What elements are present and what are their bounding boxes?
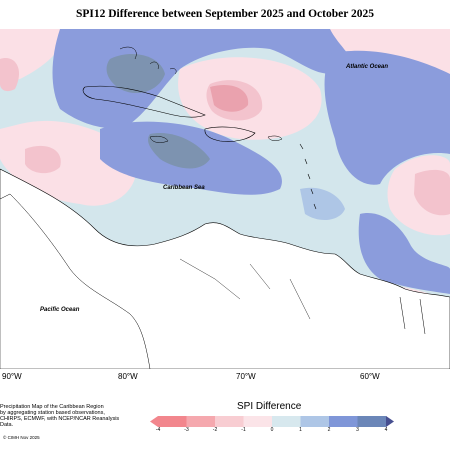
guianas-borders [399, 296, 426, 335]
legend-tick-label: 3 [356, 427, 359, 433]
colorbar-segment [158, 416, 187, 427]
colorbar-extend-low [150, 416, 158, 427]
map-notes: Precipitation Map of the Caribbean Regio… [0, 404, 130, 428]
note-line: by aggregating station based observation… [0, 410, 105, 416]
hispaniola-outline [204, 126, 256, 142]
legend-tick-label: 0 [270, 427, 274, 433]
puerto-rico-outline [267, 135, 283, 141]
anomaly-pink-nw-core [0, 58, 20, 92]
legend-ticks: -4 -3 -2 -1 0 1 2 3 4 [155, 427, 388, 437]
colorbar-segment [215, 416, 244, 427]
credit-text: © CIMH Nov 2025 [3, 435, 40, 440]
colorbar-segment [357, 416, 387, 427]
caribbean-sea-label: Caribbean Sea [163, 185, 205, 191]
bahamas-outline [119, 46, 177, 75]
colorbar-segment [300, 416, 330, 427]
legend-tick-label: 2 [327, 427, 331, 433]
legend-tick-label: -4 [155, 427, 161, 433]
colorbar-segment [272, 416, 301, 427]
jamaica-outline [149, 135, 169, 143]
legend-tick-label: -2 [212, 427, 218, 433]
anomaly-blue-north [52, 29, 351, 129]
colorbar-extend-high [386, 416, 394, 427]
longitude-90w: 90°W [2, 372, 22, 381]
note-line: Precipitation Map of the Caribbean Regio… [0, 404, 104, 410]
map-title: SPI12 Difference between September 2025 … [75, 8, 374, 20]
cuba-outline [82, 85, 206, 118]
longitude-60w: 60°W [360, 372, 380, 381]
colorbar-segment [243, 416, 273, 427]
legend-colorbar [150, 414, 394, 427]
legend-tick-label: -3 [184, 427, 189, 433]
legend-tick-label: -1 [241, 427, 246, 433]
anomaly-blue-east [358, 213, 450, 294]
longitude-80w: 80°W [118, 372, 138, 381]
central-america-isthmus [0, 193, 151, 369]
pacific-ocean-label: Pacific Ocean [40, 307, 80, 313]
note-line: CHIRPS, ECMWF, with NCEP/NCAR Reanalysis… [0, 416, 120, 428]
anomaly-blue-atlantic [324, 50, 450, 185]
lesser-antilles-outline [299, 143, 317, 210]
map-canvas [0, 29, 450, 369]
atlantic-ocean-label: Atlantic Ocean [346, 64, 389, 70]
anomaly-steel-caribbean [148, 133, 210, 169]
legend-title: SPI Difference [237, 401, 302, 412]
anomaly-pink-west-core [25, 145, 61, 174]
legend-tick-label: 1 [299, 427, 302, 433]
anomaly-lightblue-antilles [300, 187, 345, 221]
longitude-70w: 70°W [236, 372, 256, 381]
precipitation-map [0, 29, 450, 369]
colorbar-svg [150, 416, 394, 427]
legend-tick-label: 4 [384, 427, 388, 433]
country-borders [179, 258, 311, 320]
colorbar-segment [186, 416, 216, 427]
colorbar-segment [329, 416, 358, 427]
anomaly-pink-central-deep [210, 85, 249, 112]
anomaly-pink-east-core [414, 169, 450, 216]
